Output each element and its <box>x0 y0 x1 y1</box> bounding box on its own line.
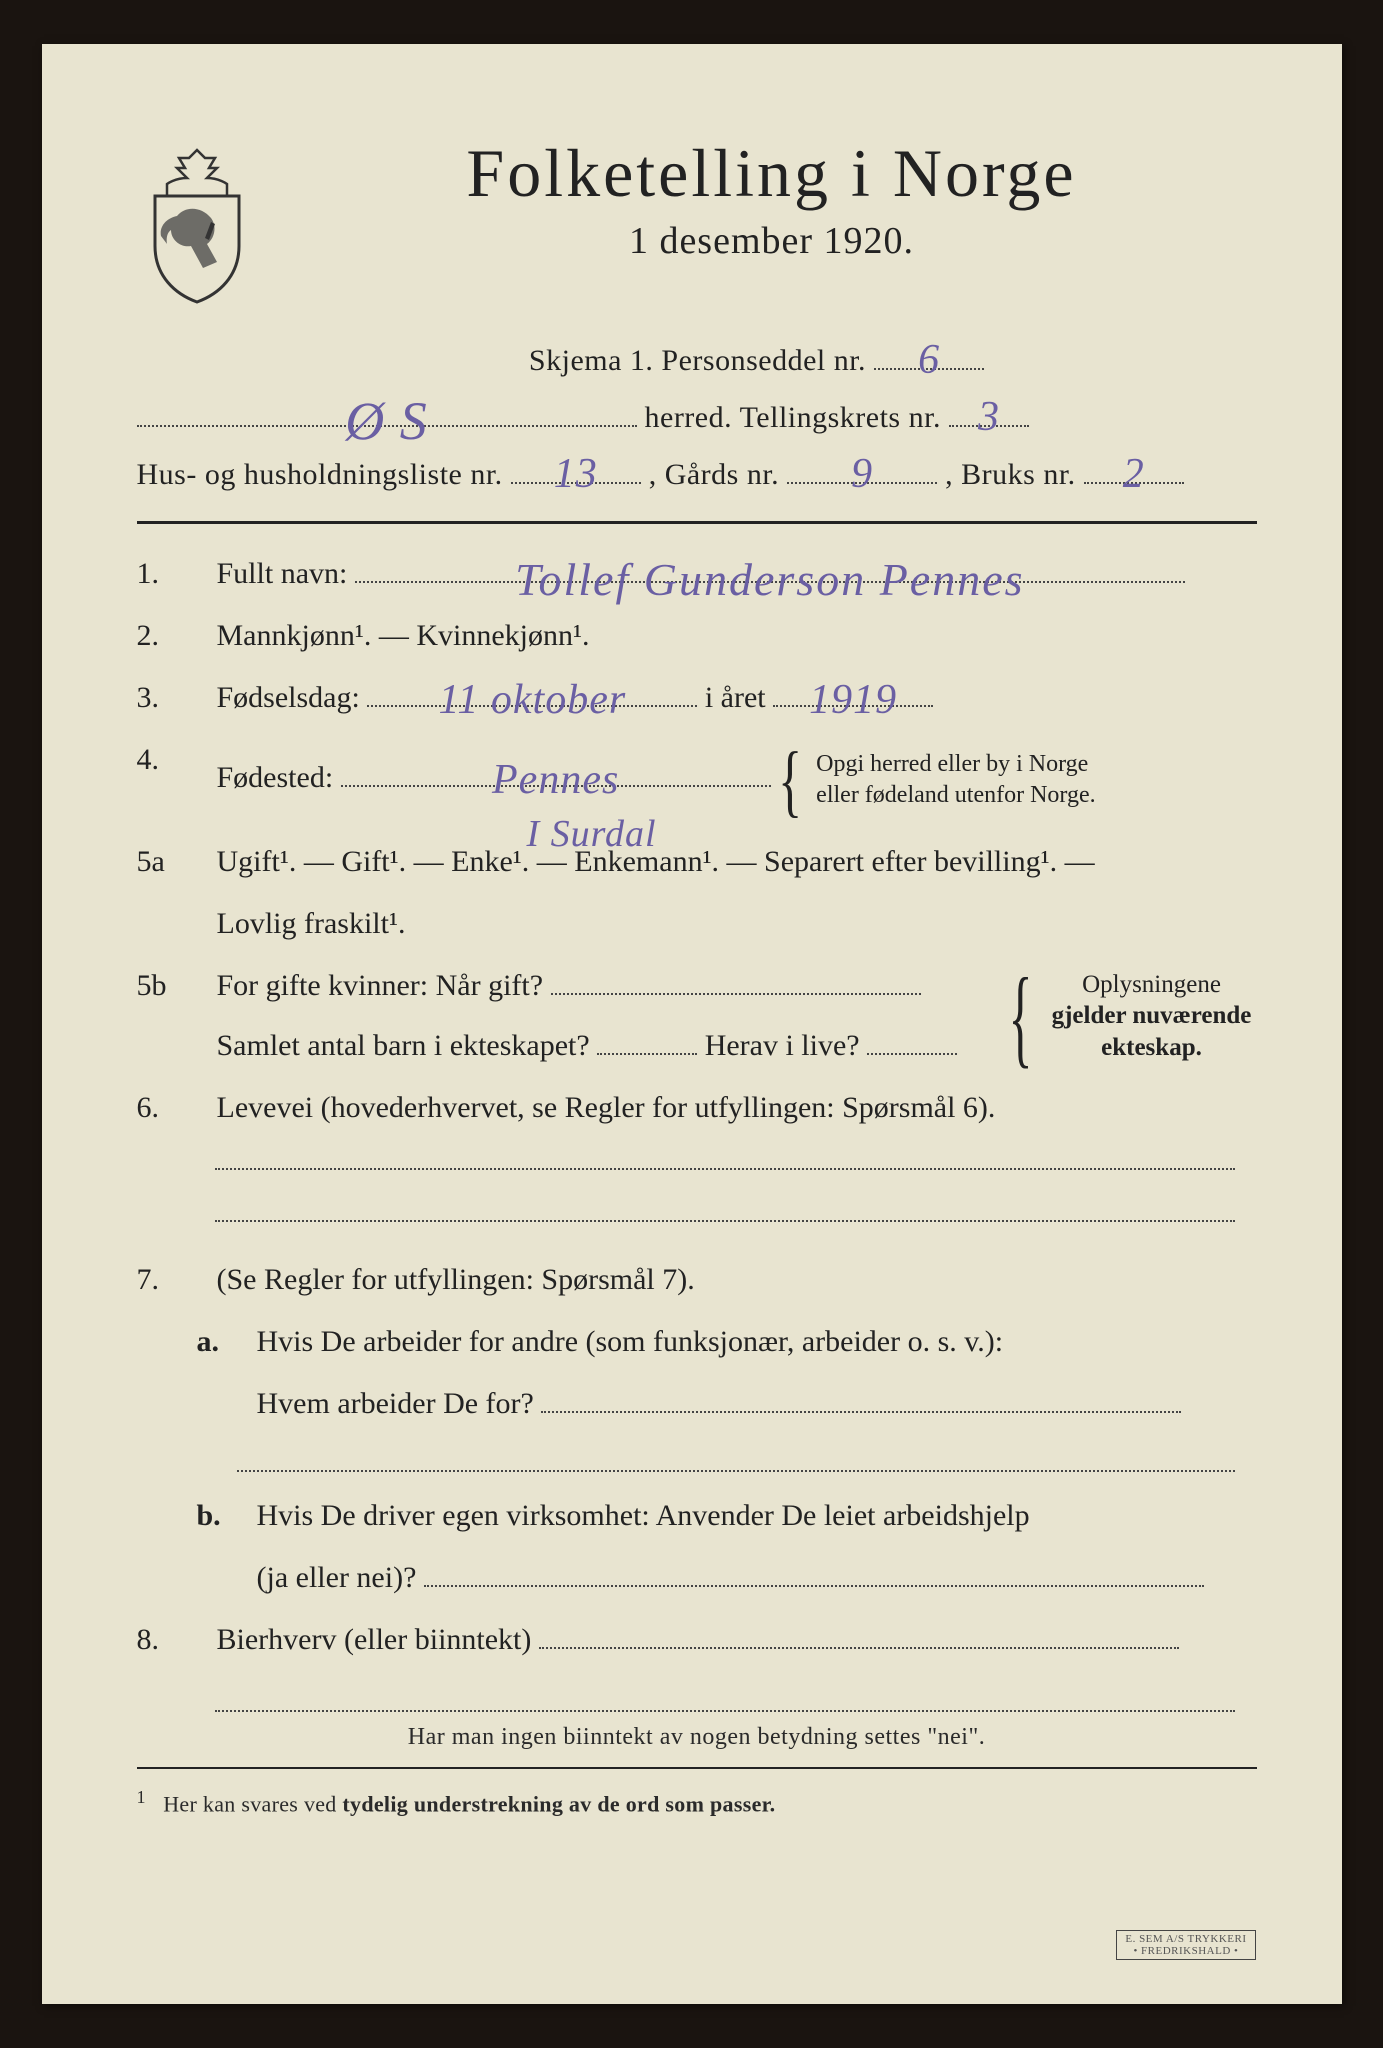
q2-num: 2. <box>137 606 197 666</box>
field-personseddel-nr: 6 <box>874 337 984 370</box>
q4-note2: eller fødeland utenfor Norge. <box>816 782 1095 808</box>
q7: 7. (Se Regler for utfyllingen: Spørsmål … <box>137 1250 1257 1310</box>
q6-num: 6. <box>137 1078 197 1138</box>
field-birthdate: 11 oktober <box>367 674 697 707</box>
q5b-l2b: Herav i live? <box>705 1029 860 1062</box>
footnote-num: 1 <box>137 1787 146 1807</box>
census-form-page: Folketelling i Norge 1 desember 1920. Sk… <box>42 44 1342 2004</box>
title-block: Folketelling i Norge 1 desember 1920. <box>287 134 1257 263</box>
herred-label: herred. Tellingskrets nr. <box>645 401 941 434</box>
q2: 2. Mannkjønn¹. — Kvinnekjønn¹. <box>137 606 1257 666</box>
q3: 3. Fødselsdag: 11 oktober i året 1919 <box>137 668 1257 728</box>
divider-top <box>137 521 1257 524</box>
field-q6-line1 <box>215 1140 1235 1170</box>
q7a-l2-text: Hvem arbeider De for? <box>257 1387 534 1420</box>
q7a-l2: Hvem arbeider De for? <box>137 1374 1257 1434</box>
q7b-label: b. <box>197 1486 237 1546</box>
q8-num: 8. <box>137 1610 197 1670</box>
q5a-num: 5a <box>137 832 197 892</box>
q2-text: Mannkjønn¹. — Kvinnekjønn¹. <box>217 606 1257 666</box>
q7b-l2-text: (ja eller nei)? <box>257 1561 417 1594</box>
field-married-when <box>551 962 921 995</box>
q3-num: 3. <box>137 668 197 728</box>
q8-label: Bierhverv (eller biinntekt) <box>217 1623 532 1656</box>
field-tellingskrets: 3 <box>949 394 1029 427</box>
q5b-num: 5b <box>137 956 197 1076</box>
field-children-alive <box>867 1022 957 1055</box>
q3-mid: i året <box>705 681 766 714</box>
field-gards: 9 <box>787 451 937 484</box>
end-note: Har man ingen biinntekt av nogen betydni… <box>137 1724 1257 1751</box>
q7-intro: (Se Regler for utfyllingen: Spørsmål 7). <box>217 1250 1257 1310</box>
stamp-l1: E. SEM A/S TRYKKERI <box>1125 1933 1246 1945</box>
q7a-label: a. <box>197 1312 237 1372</box>
field-q8-extra <box>215 1684 1235 1712</box>
q7a: a. Hvis De arbeider for andre (som funks… <box>137 1312 1257 1372</box>
q7b-l2: (ja eller nei)? <box>137 1548 1257 1608</box>
q5b: 5b For gifte kvinner: Når gift? Samlet a… <box>137 956 1257 1076</box>
q7b-l1: Hvis De driver egen virksomhet: Anvender… <box>257 1486 1257 1546</box>
hw-gards: 9 <box>851 435 873 515</box>
field-fullname: Tollef Gunderson Pennes <box>355 550 1185 583</box>
printer-stamp: E. SEM A/S TRYKKERI • FREDRIKSHALD • <box>1116 1930 1255 1960</box>
field-husliste: 13 <box>511 451 641 484</box>
hw-extra-place: I Surdal <box>527 796 657 872</box>
q5a-line2: Lovlig fraskilt¹. <box>217 894 1257 954</box>
footnote: 1 Her kan svares ved tydelig understrekn… <box>137 1783 1257 1817</box>
field-bierhverv <box>539 1616 1179 1649</box>
gards-label: , Gårds nr. <box>649 458 779 491</box>
q5a-l2: Lovlig fraskilt¹. <box>137 894 1257 954</box>
q4-note1: Opgi herred eller by i Norge <box>816 751 1088 777</box>
field-birthplace: Pennes <box>341 754 771 787</box>
line-herred: Ø S herred. Tellingskrets nr. 3 <box>137 389 1257 446</box>
field-hired-help <box>424 1554 1204 1587</box>
q1: 1. Fullt navn: Tollef Gunderson Pennes <box>137 544 1257 604</box>
field-children-total <box>597 1022 697 1055</box>
bruks-label: , Bruks nr. <box>945 458 1076 491</box>
q3-label: Fødselsdag: <box>217 681 360 714</box>
q4-label: Fødested: <box>217 761 334 794</box>
hw-husliste: 13 <box>554 435 598 515</box>
q6: 6. Levevei (hovederhvervet, se Regler fo… <box>137 1078 1257 1138</box>
hw-bruks: 2 <box>1123 435 1145 515</box>
subtitle: 1 desember 1920. <box>287 219 1257 263</box>
q1-label: Fullt navn: <box>217 557 348 590</box>
q5b-l2a: Samlet antal barn i ekteskapet? <box>217 1029 590 1062</box>
q4-note-brace: { Opgi herred eller by i Norge eller fød… <box>778 730 1095 830</box>
q7-num: 7. <box>137 1250 197 1310</box>
footnote-text-a: Her kan svares ved <box>163 1791 342 1816</box>
q1-num: 1. <box>137 544 197 604</box>
line-skjema: Skjema 1. Personseddel nr. 6 <box>137 332 1257 389</box>
q5b-note: Oplysningene gjelder nuværende ekteskap. <box>1047 969 1257 1063</box>
q7b: b. Hvis De driver egen virksomhet: Anven… <box>137 1486 1257 1546</box>
footnote-divider <box>137 1767 1257 1769</box>
q4: 4. Fødested: Pennes { Opgi herred eller … <box>137 730 1257 830</box>
field-employer <box>541 1380 1181 1413</box>
q5a: 5a I Surdal Ugift¹. — Gift¹. — Enke¹. — … <box>137 832 1257 892</box>
q5b-l1: For gifte kvinner: Når gift? <box>217 969 544 1002</box>
line-husliste: Hus- og husholdningsliste nr. 13 , Gårds… <box>137 446 1257 503</box>
field-q7a-extra <box>237 1444 1235 1472</box>
header: Folketelling i Norge 1 desember 1920. <box>137 134 1257 304</box>
footnote-text-b: tydelig understrekning av de ord som pas… <box>342 1791 775 1816</box>
q8: 8. Bierhverv (eller biinntekt) <box>137 1610 1257 1670</box>
q7a-l1: Hvis De arbeider for andre (som funksjon… <box>257 1312 1257 1372</box>
q6-text: Levevei (hovederhvervet, se Regler for u… <box>217 1078 1257 1138</box>
q4-num: 4. <box>137 730 197 830</box>
main-title: Folketelling i Norge <box>287 134 1257 213</box>
skjema-label: Skjema 1. Personseddel nr. <box>529 344 866 377</box>
field-bruks: 2 <box>1084 451 1184 484</box>
husliste-label: Hus- og husholdningsliste nr. <box>137 458 503 491</box>
coat-of-arms-icon <box>137 144 257 304</box>
field-q6-line2 <box>215 1192 1235 1222</box>
field-herred: Ø S <box>137 394 637 427</box>
stamp-l2: • FREDRIKSHALD • <box>1133 1945 1238 1957</box>
